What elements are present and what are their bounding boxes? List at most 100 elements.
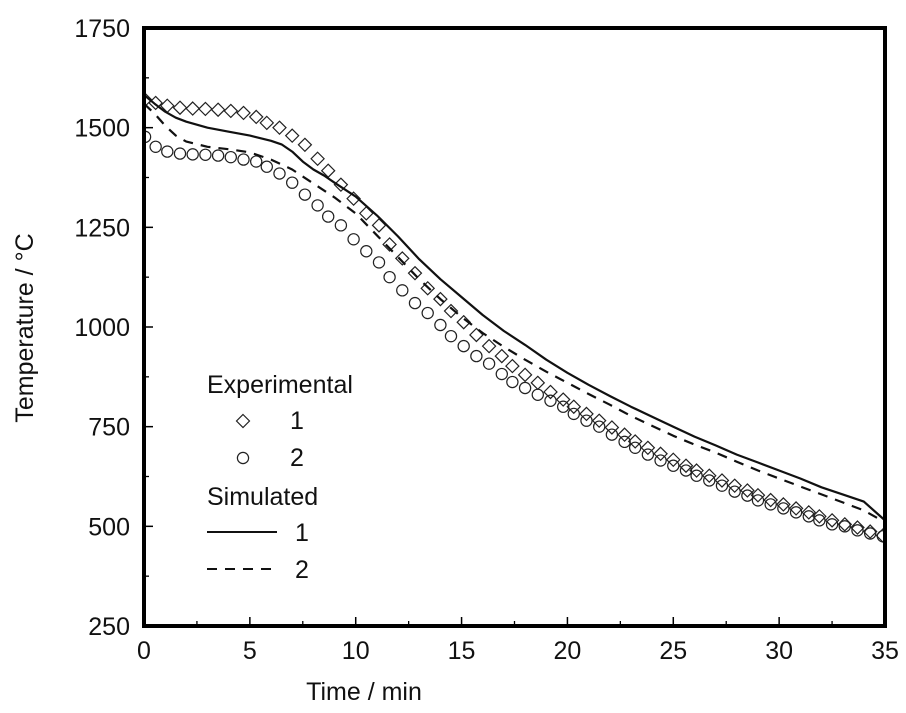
data-point-circle <box>813 514 826 527</box>
legend-heading-experimental: Experimental <box>207 371 353 399</box>
data-point-diamond <box>776 497 791 512</box>
data-point-circle <box>838 520 851 533</box>
data-point-diamond <box>850 520 865 535</box>
data-point-circle <box>273 167 286 180</box>
data-point-diamond <box>555 392 571 407</box>
data-point-diamond <box>812 509 827 524</box>
data-point-diamond <box>801 505 817 520</box>
line-simulated-2 <box>144 102 885 524</box>
data-point-circle <box>741 489 754 502</box>
legend-entry-label: 1 <box>290 407 304 435</box>
data-point-diamond <box>617 427 632 442</box>
data-point-diamond <box>788 501 804 516</box>
data-point-circle <box>372 256 386 269</box>
x-tick-label: 35 <box>871 637 899 665</box>
data-point-diamond <box>701 468 717 484</box>
data-point-circle <box>851 524 864 537</box>
legend-heading-simulated: Simulated <box>207 483 318 511</box>
data-point-diamond <box>530 375 546 391</box>
data-point-circle <box>408 296 422 310</box>
plot-area <box>144 92 885 543</box>
data-point-circle <box>286 176 299 189</box>
data-point-circle <box>186 148 199 161</box>
data-point-circle <box>237 153 250 166</box>
data-point-diamond <box>346 191 361 206</box>
legend-entry-label: 2 <box>295 556 309 584</box>
data-point-circle <box>470 349 483 363</box>
data-point-circle <box>347 233 360 246</box>
data-point-diamond <box>517 367 533 383</box>
data-point-diamond <box>481 338 497 354</box>
data-point-diamond <box>579 406 594 422</box>
legend-circle-icon <box>236 451 250 465</box>
data-point-diamond <box>456 314 472 330</box>
data-point-circle <box>224 150 238 164</box>
data-point-diamond <box>727 478 743 494</box>
data-point-circle <box>482 357 496 370</box>
data-point-diamond <box>653 446 668 462</box>
data-point-circle <box>444 329 458 343</box>
data-point-diamond <box>420 280 436 296</box>
data-point-diamond <box>198 101 213 117</box>
legend-entry-label: 2 <box>290 444 304 472</box>
data-point-diamond <box>297 137 313 153</box>
data-point-diamond <box>284 128 300 143</box>
data-point-circle <box>298 188 312 201</box>
data-point-diamond <box>678 458 694 474</box>
data-point-diamond <box>236 105 251 121</box>
data-point-circle <box>311 199 324 212</box>
series-simulated-2 <box>144 102 885 524</box>
data-point-diamond <box>272 120 287 136</box>
data-point-circle <box>321 210 335 223</box>
data-point-circle <box>654 454 667 467</box>
data-point-circle <box>421 306 434 320</box>
data-point-circle <box>518 381 532 395</box>
data-point-circle <box>592 420 606 433</box>
data-point-circle <box>383 270 396 284</box>
data-point-circle <box>396 284 409 297</box>
data-point-circle <box>715 479 729 492</box>
data-point-diamond <box>407 265 423 281</box>
data-point-diamond <box>210 102 226 118</box>
data-point-circle <box>334 219 348 232</box>
legend-diamond-icon <box>235 413 251 429</box>
line-simulated-1 <box>144 94 885 522</box>
data-point-diamond <box>750 487 766 503</box>
data-point-diamond <box>566 399 582 415</box>
data-point-circle <box>628 441 642 454</box>
axes: 0 5 10 15 20 25 30 35 250 500 750 1000 1250 1500 1750 <box>74 15 899 665</box>
data-point-diamond <box>591 413 607 429</box>
data-point-diamond <box>494 348 510 364</box>
data-point-circle <box>457 339 470 353</box>
data-point-diamond <box>443 303 459 319</box>
data-point-diamond <box>627 434 643 449</box>
data-point-diamond <box>223 103 239 119</box>
data-point-circle <box>360 245 373 258</box>
data-point-circle <box>703 474 716 487</box>
data-point-circle <box>211 149 225 162</box>
data-point-diamond <box>382 237 397 252</box>
data-point-circle <box>580 414 593 427</box>
data-point-diamond <box>543 384 558 400</box>
y-tick-label: 1250 <box>74 214 130 242</box>
data-point-circle <box>531 388 544 401</box>
data-point-diamond <box>248 109 264 125</box>
x-tick-label: 5 <box>243 637 257 665</box>
data-point-diamond <box>740 483 755 498</box>
data-point-diamond <box>640 440 656 456</box>
x-tick-label: 25 <box>659 637 687 665</box>
data-point-circle <box>605 428 619 441</box>
data-point-circle <box>618 435 631 449</box>
data-point-diamond <box>824 513 840 528</box>
y-tick-label: 1500 <box>74 115 130 143</box>
data-point-circle <box>250 155 263 168</box>
y-tick-label: 500 <box>88 513 130 541</box>
data-point-circle <box>728 485 741 498</box>
data-point-diamond <box>433 291 448 307</box>
data-point-circle <box>679 464 693 477</box>
data-point-diamond <box>259 115 275 131</box>
x-tick-label: 30 <box>765 637 793 665</box>
data-point-diamond <box>310 151 325 167</box>
data-point-diamond <box>689 463 704 478</box>
